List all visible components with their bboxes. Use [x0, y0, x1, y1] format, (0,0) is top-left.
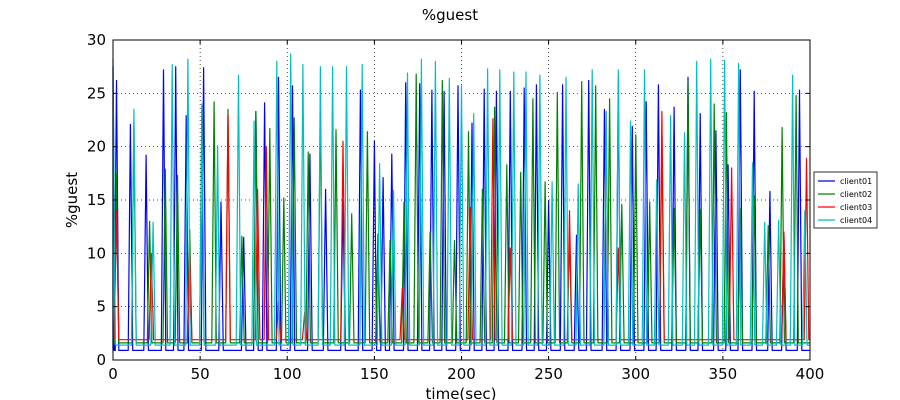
x-tick-label: 150	[360, 365, 389, 383]
legend-box	[813, 171, 878, 229]
y-tick-label: 15	[87, 191, 106, 209]
x-tick-label: 0	[108, 365, 118, 383]
x-tick-label: 350	[709, 365, 738, 383]
y-axis-ticks: 0 5 10 15 20 25 30	[87, 31, 810, 369]
series-layer	[112, 53, 810, 351]
legend: client01 client02 client03 client04	[813, 171, 878, 229]
y-tick-label: 20	[87, 138, 106, 156]
legend-label-client03: client03	[840, 203, 872, 212]
x-axis-ticks: 0 50 100 150 200 250 300 350 400	[108, 40, 824, 383]
y-tick-label: 10	[87, 244, 106, 262]
x-axis-label: time(sec)	[426, 385, 497, 400]
series-line-client03	[113, 110, 810, 341]
y-tick-label: 30	[87, 31, 106, 49]
legend-label-client02: client02	[840, 190, 872, 199]
x-tick-label: 100	[273, 365, 302, 383]
x-tick-label: 250	[534, 365, 563, 383]
x-tick-label: 200	[447, 365, 476, 383]
y-tick-label: 0	[96, 351, 106, 369]
legend-label-client04: client04	[840, 216, 872, 225]
x-tick-label: 400	[796, 365, 825, 383]
y-tick-label: 5	[96, 298, 106, 316]
x-tick-label: 300	[621, 365, 650, 383]
chart-title: %guest	[422, 6, 478, 24]
series-line-client04	[112, 53, 810, 346]
x-tick-label: 50	[191, 365, 210, 383]
legend-label-client01: client01	[840, 177, 872, 186]
y-axis-label: %guest	[63, 172, 81, 228]
y-tick-label: 25	[87, 84, 106, 102]
